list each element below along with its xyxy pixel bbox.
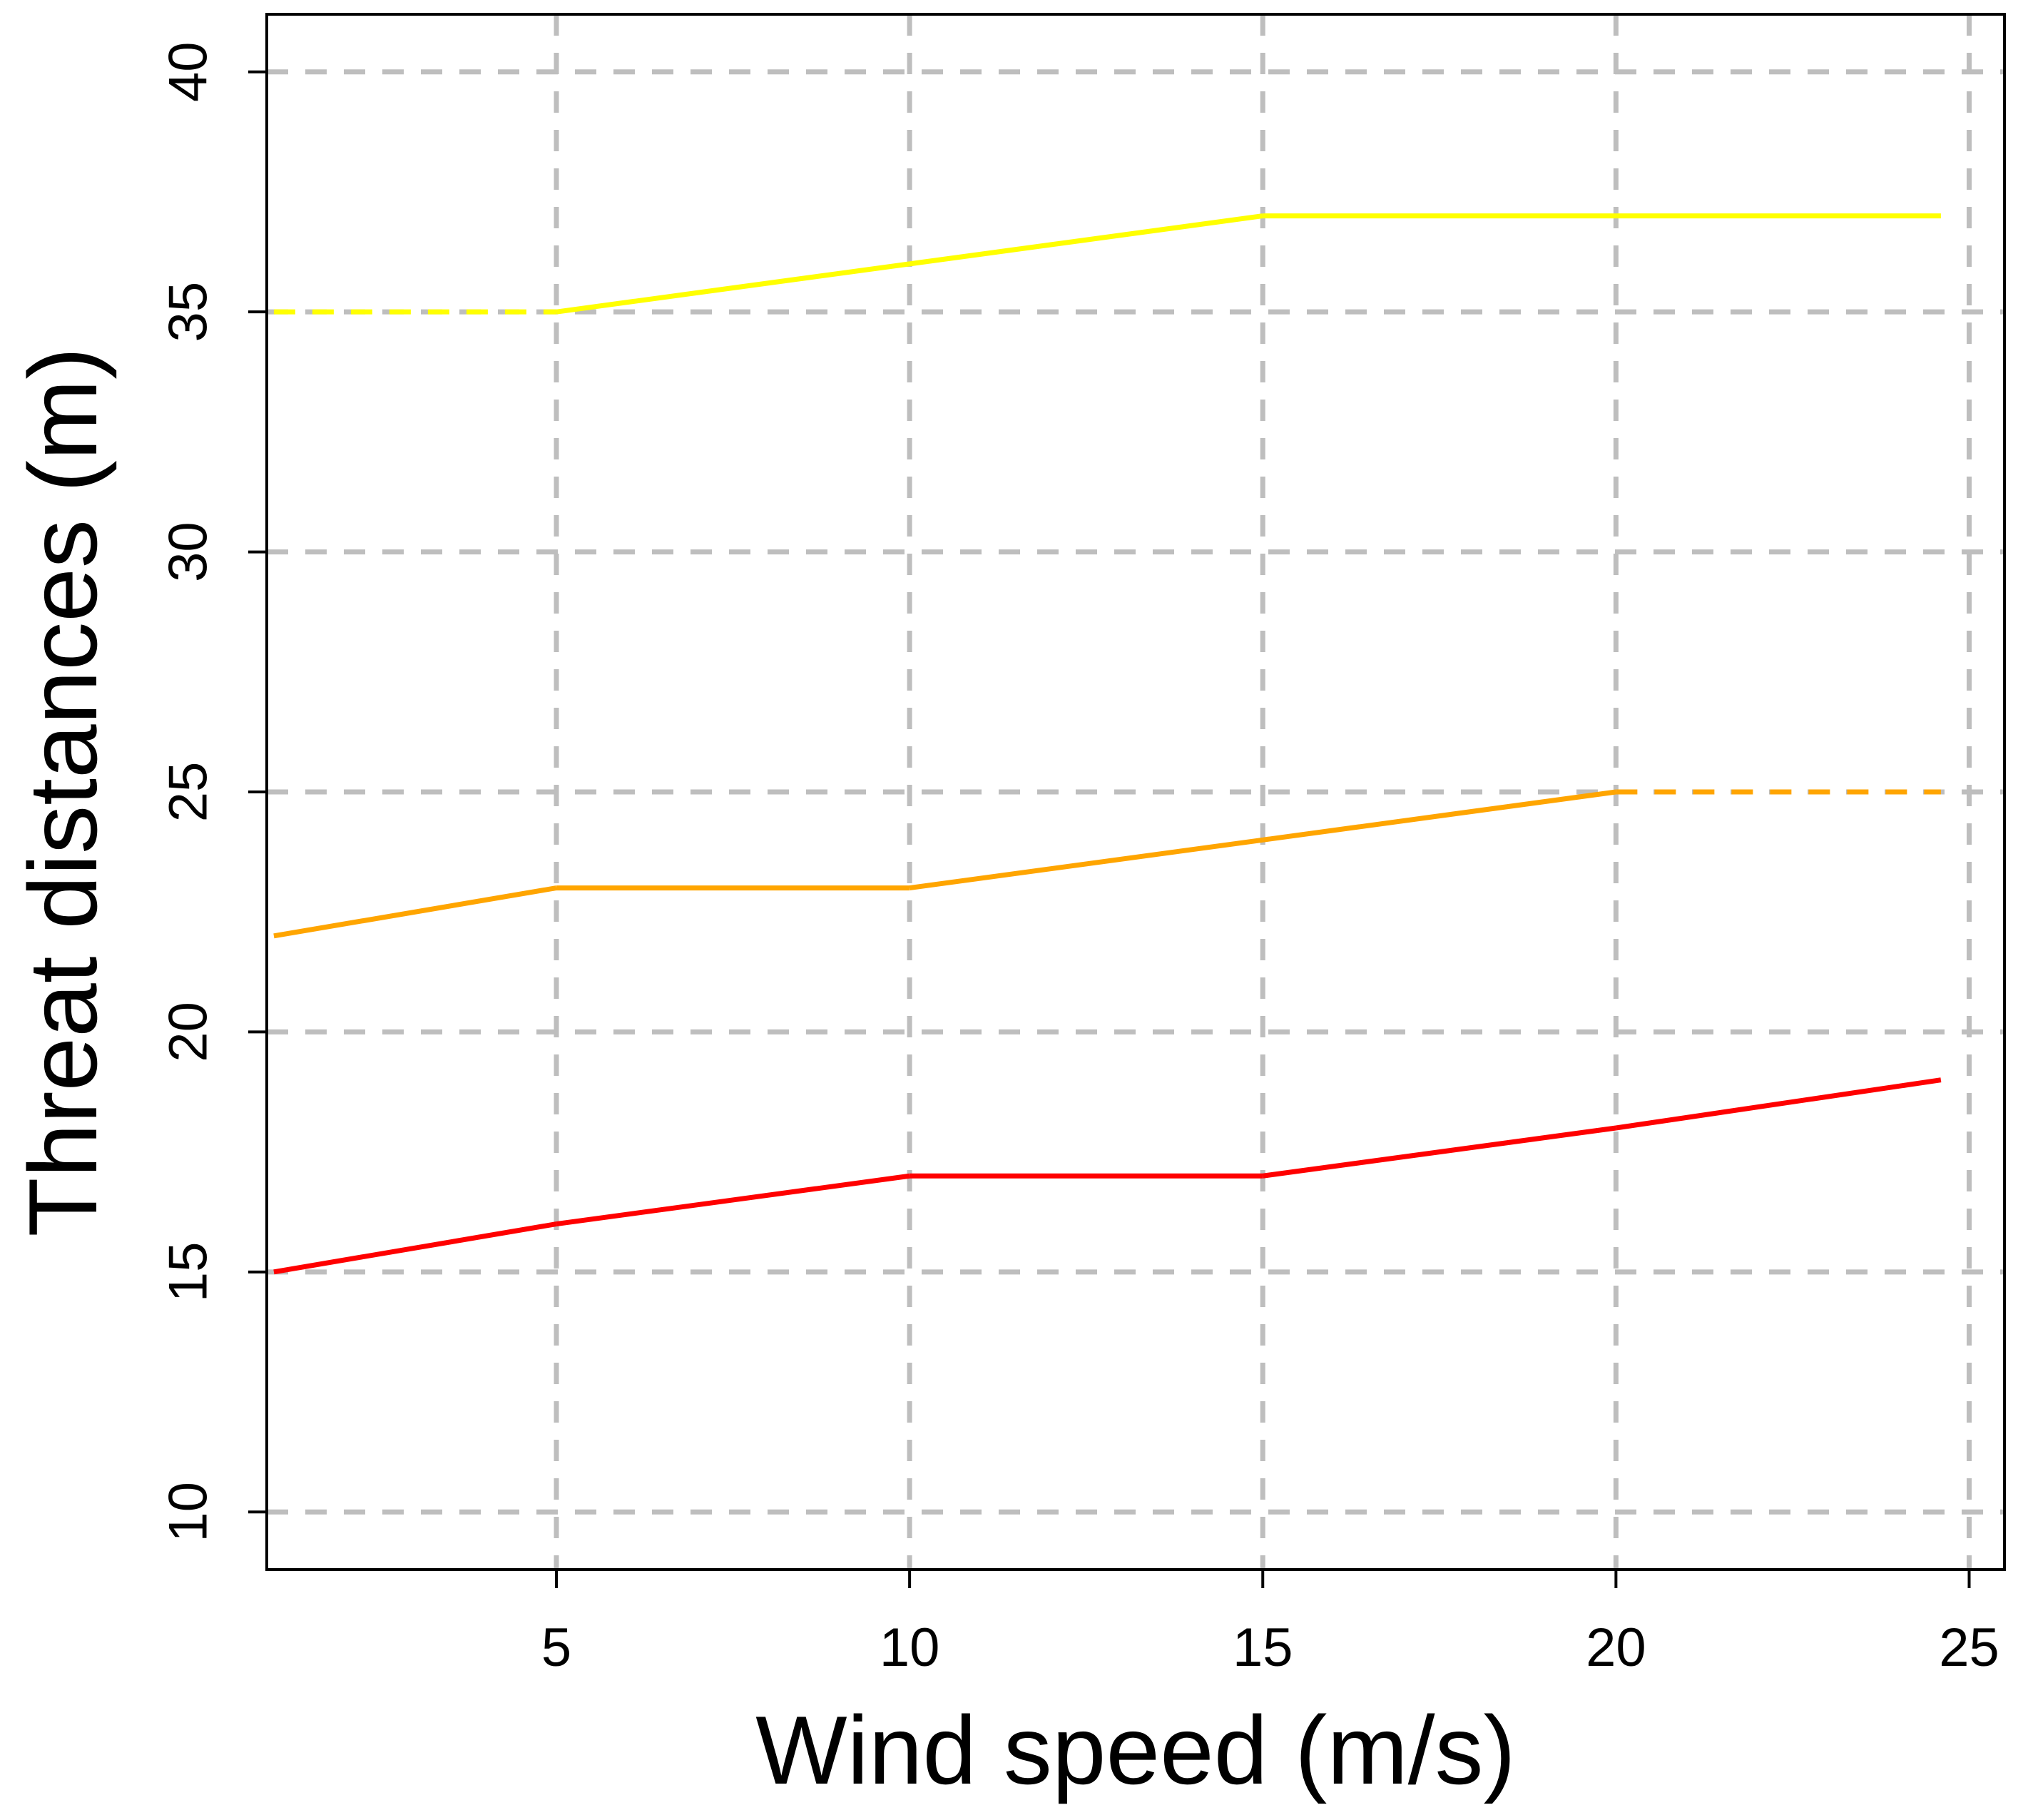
series-2-segment xyxy=(1262,789,1616,843)
y-tick-label: 40 xyxy=(158,41,219,102)
series-1-segment xyxy=(556,261,910,315)
x-tick-label: 5 xyxy=(541,1617,571,1678)
series-2-segment xyxy=(273,885,557,939)
y-axis-title: Threat distances (m) xyxy=(9,347,117,1236)
y-tick-label: 35 xyxy=(158,282,219,342)
series-3-segment xyxy=(273,1221,557,1275)
x-tick-label: 25 xyxy=(1939,1617,1999,1678)
x-tick-label: 20 xyxy=(1586,1617,1646,1678)
y-tick-label: 20 xyxy=(158,1002,219,1062)
x-axis: 5 10 15 20 25 xyxy=(541,1570,1999,1678)
series-3-segment xyxy=(1262,1125,1616,1179)
x-axis-title: Wind speed (m/s) xyxy=(755,1696,1516,1804)
y-axis: 10 15 20 25 30 35 40 xyxy=(158,41,267,1542)
y-tick-label: 10 xyxy=(158,1482,219,1542)
series-3-segment xyxy=(1615,1077,1942,1131)
y-tick-label: 25 xyxy=(158,762,219,823)
x-tick-label: 10 xyxy=(880,1617,940,1678)
series-group xyxy=(273,213,1942,1275)
x-tick-label: 15 xyxy=(1233,1617,1293,1678)
series-1-segment xyxy=(909,213,1263,267)
y-tick-label: 15 xyxy=(158,1242,219,1303)
series-3-segment xyxy=(556,1173,910,1227)
series-2-segment xyxy=(909,837,1263,891)
y-tick-label: 30 xyxy=(158,522,219,582)
